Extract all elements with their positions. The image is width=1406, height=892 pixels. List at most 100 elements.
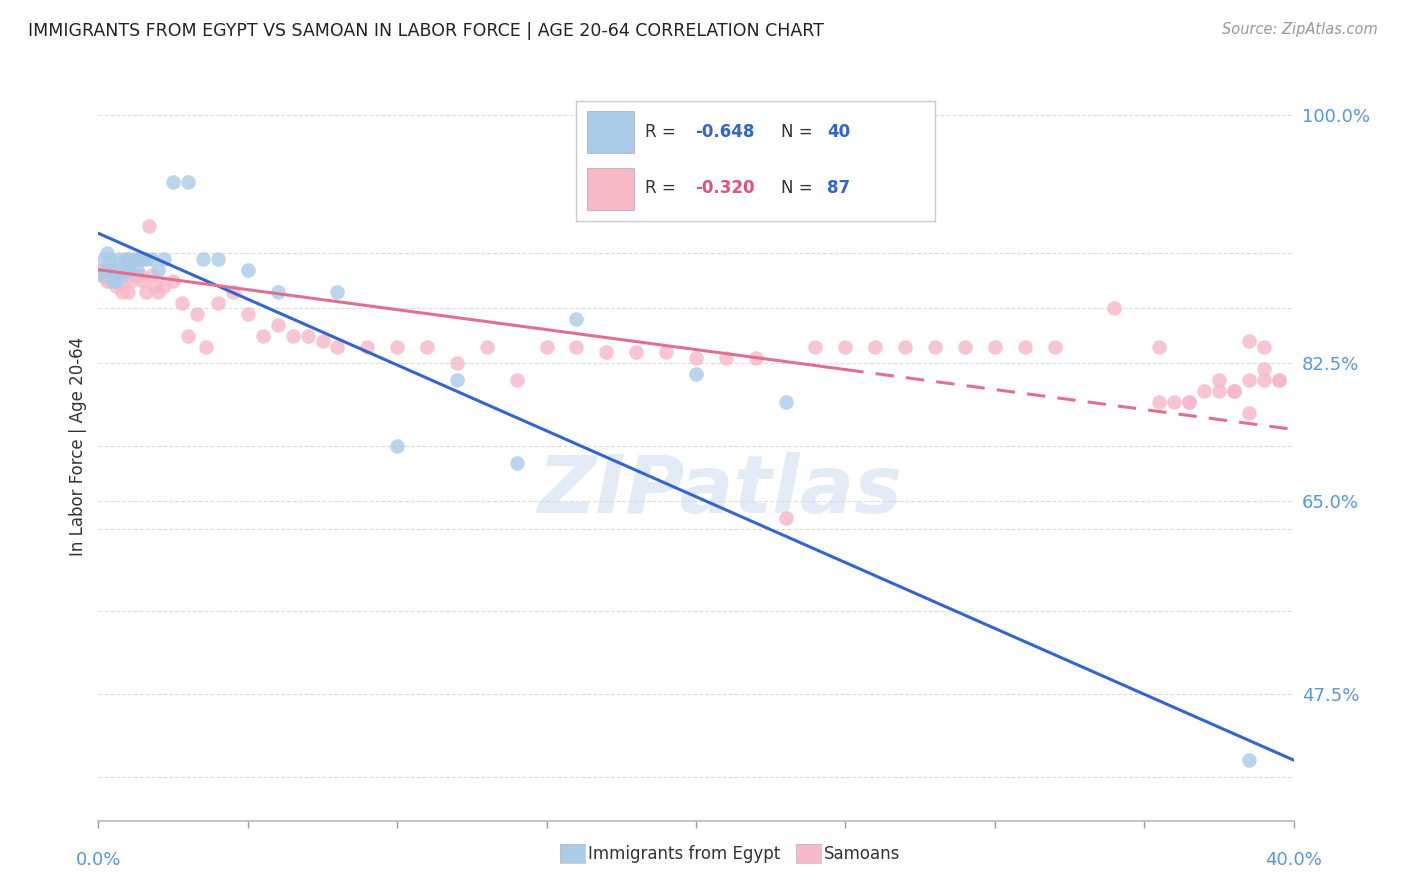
Point — [108, 252, 131, 266]
Point — [267, 285, 290, 299]
Point — [595, 345, 617, 359]
Point — [103, 262, 125, 277]
Point — [105, 262, 128, 277]
Point — [117, 252, 139, 266]
Point — [626, 345, 648, 359]
Point — [132, 252, 155, 266]
Point — [1178, 395, 1201, 409]
Point — [536, 340, 558, 354]
Point — [105, 274, 128, 288]
Point — [655, 345, 678, 359]
Point — [1237, 753, 1260, 767]
Point — [207, 295, 229, 310]
Point — [172, 295, 194, 310]
Point — [117, 262, 139, 277]
Point — [111, 262, 134, 277]
Point — [141, 252, 163, 266]
Point — [191, 252, 214, 266]
Point — [98, 262, 122, 277]
Point — [865, 340, 887, 354]
Point — [124, 252, 146, 266]
Point — [108, 268, 131, 283]
Point — [1237, 334, 1260, 349]
Point — [162, 274, 184, 288]
Point — [984, 340, 1007, 354]
Point — [894, 340, 917, 354]
Point — [1178, 395, 1201, 409]
Point — [207, 252, 229, 266]
Point — [1253, 362, 1275, 376]
Text: ZIPatlas: ZIPatlas — [537, 452, 903, 530]
Point — [446, 356, 468, 370]
Point — [120, 257, 142, 271]
Point — [117, 285, 139, 299]
Point — [385, 340, 409, 354]
Point — [114, 262, 136, 277]
Point — [127, 252, 149, 266]
Point — [565, 312, 588, 326]
Point — [108, 262, 131, 277]
Point — [745, 351, 768, 365]
Point — [98, 262, 122, 277]
Point — [1237, 373, 1260, 387]
Point — [177, 175, 200, 189]
Point — [1147, 395, 1170, 409]
Point — [135, 285, 157, 299]
Point — [1043, 340, 1066, 354]
Point — [93, 252, 115, 266]
Point — [222, 285, 245, 299]
Point — [236, 307, 259, 321]
Point — [129, 252, 152, 266]
Point — [186, 307, 208, 321]
Point — [297, 328, 319, 343]
Point — [834, 340, 856, 354]
Point — [1237, 406, 1260, 420]
Point — [114, 252, 136, 266]
Point — [267, 318, 290, 332]
Point — [1267, 373, 1289, 387]
Point — [1253, 340, 1275, 354]
Point — [148, 262, 170, 277]
Point — [105, 274, 128, 288]
Point — [1208, 373, 1230, 387]
Point — [143, 279, 166, 293]
Point — [153, 252, 176, 266]
Point — [1223, 384, 1246, 398]
Point — [252, 328, 274, 343]
Text: Source: ZipAtlas.com: Source: ZipAtlas.com — [1222, 22, 1378, 37]
Point — [685, 368, 707, 382]
Point — [120, 274, 142, 288]
Point — [1223, 384, 1246, 398]
Point — [135, 252, 157, 266]
Point — [385, 439, 409, 453]
Point — [775, 395, 797, 409]
Point — [1253, 373, 1275, 387]
Text: 40.0%: 40.0% — [1265, 851, 1322, 869]
Point — [1163, 395, 1185, 409]
Point — [1208, 384, 1230, 398]
Point — [506, 456, 529, 470]
Point — [96, 262, 118, 277]
Point — [446, 373, 468, 387]
Point — [162, 175, 184, 189]
Point — [111, 285, 134, 299]
Point — [565, 340, 588, 354]
Point — [96, 246, 118, 260]
Point — [93, 262, 115, 277]
Point — [93, 268, 115, 283]
Point — [281, 328, 304, 343]
Point — [96, 274, 118, 288]
Point — [148, 285, 170, 299]
Point — [90, 262, 112, 277]
Point — [416, 340, 439, 354]
Point — [103, 274, 125, 288]
Point — [138, 219, 160, 233]
Point — [105, 279, 128, 293]
Point — [804, 340, 827, 354]
Point — [90, 268, 112, 283]
Point — [326, 285, 349, 299]
Text: 0.0%: 0.0% — [76, 851, 121, 869]
Point — [127, 262, 149, 277]
Point — [714, 351, 737, 365]
Point — [326, 340, 349, 354]
